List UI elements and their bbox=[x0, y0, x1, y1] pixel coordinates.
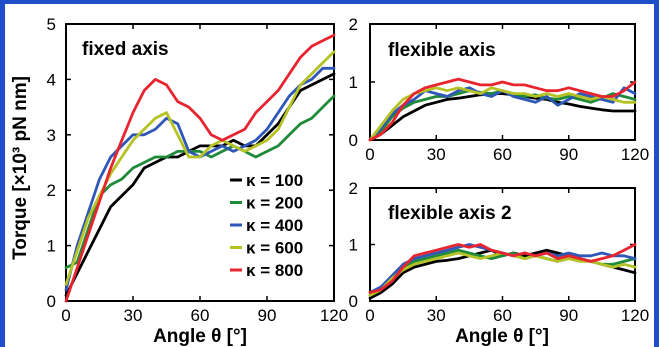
legend-label-kappa-100: κ = 100 bbox=[246, 171, 303, 190]
y-tick-label: 0 bbox=[47, 292, 56, 311]
x-tick-label: 120 bbox=[621, 306, 649, 325]
legend-label-kappa-800: κ = 800 bbox=[246, 261, 303, 280]
series-line-kappa-100 bbox=[368, 92, 637, 142]
x-tick-label: 60 bbox=[493, 145, 512, 164]
right-blue-border bbox=[654, 0, 659, 347]
top-blue-border bbox=[0, 0, 659, 4]
x-tick-label: 0 bbox=[365, 145, 374, 164]
x-tick-label: 0 bbox=[61, 306, 70, 325]
legend-label-kappa-200: κ = 200 bbox=[246, 194, 303, 213]
x-tick-label: 0 bbox=[365, 306, 374, 325]
series-line-kappa-600 bbox=[64, 50, 336, 286]
y-tick-label: 1 bbox=[349, 73, 358, 92]
y-tick-label: 3 bbox=[47, 126, 56, 145]
legend-label-kappa-600: κ = 600 bbox=[246, 239, 303, 258]
series-lines-fixed bbox=[64, 33, 336, 303]
series-line-kappa-800 bbox=[368, 243, 637, 294]
x-axis-label-fixed: Angle θ [°] bbox=[153, 326, 247, 347]
series-line-kappa-200 bbox=[64, 94, 336, 270]
axis-ticks-flexible: 0 30 60 90 120 0 1 2 bbox=[349, 15, 650, 164]
y-tick-label: 1 bbox=[47, 237, 56, 256]
series-line-kappa-800 bbox=[64, 33, 336, 303]
x-tick-label: 120 bbox=[621, 145, 649, 164]
panel-title-flexible-2: flexible axis 2 bbox=[388, 203, 512, 224]
x-tick-label: 90 bbox=[559, 145, 578, 164]
y-tick-label: 0 bbox=[349, 292, 358, 311]
x-tick-label: 30 bbox=[427, 306, 446, 325]
panel-title-fixed: fixed axis bbox=[82, 39, 169, 60]
y-tick-label: 2 bbox=[349, 179, 358, 198]
x-tick-label: 120 bbox=[320, 306, 348, 325]
series-line-kappa-100 bbox=[368, 248, 637, 300]
x-tick-label: 90 bbox=[258, 306, 277, 325]
y-tick-label: 4 bbox=[47, 70, 56, 89]
series-line-kappa-800 bbox=[368, 77, 637, 142]
y-axis-label: Torque [×10³ pN nm] bbox=[10, 76, 31, 260]
axis-ticks-flexible-2: 0 30 60 90 120 0 1 2 bbox=[349, 179, 650, 325]
series-lines-flexible bbox=[368, 77, 637, 142]
legend-label-kappa-400: κ = 400 bbox=[246, 216, 303, 235]
panel-fixed-axis: Torque [×10³ pN nm] 0 30 60 90 120 0 1 2 3 4 5 fix… bbox=[10, 15, 348, 347]
y-tick-label: 1 bbox=[349, 236, 358, 255]
left-blue-border bbox=[0, 0, 5, 347]
x-tick-label: 60 bbox=[493, 306, 512, 325]
y-tick-label: 2 bbox=[47, 181, 56, 200]
panel-flexible-axis: 0 30 60 90 120 0 1 2 flexible axis bbox=[349, 15, 650, 164]
panel-title-flexible: flexible axis bbox=[388, 40, 496, 61]
panel-flexible-axis-2: 0 30 60 90 120 0 1 2 flexible axis 2 Angle θ [°… bbox=[349, 179, 650, 347]
legend: κ = 100 κ = 200 κ = 400 κ = 600 κ = 800 bbox=[230, 171, 303, 280]
series-line-kappa-200 bbox=[368, 248, 637, 297]
x-tick-label: 30 bbox=[427, 145, 446, 164]
x-tick-label: 60 bbox=[191, 306, 210, 325]
y-tick-label: 0 bbox=[349, 131, 358, 150]
y-tick-label: 5 bbox=[47, 15, 56, 34]
series-lines-flexible-2 bbox=[368, 243, 637, 300]
axis-ticks-fixed: 0 30 60 90 120 0 1 2 3 4 5 bbox=[47, 15, 349, 325]
x-tick-label: 90 bbox=[559, 306, 578, 325]
y-tick-label: 2 bbox=[349, 15, 358, 34]
x-axis-label-flexible-2: Angle θ [°] bbox=[455, 326, 549, 347]
x-tick-label: 30 bbox=[124, 306, 143, 325]
